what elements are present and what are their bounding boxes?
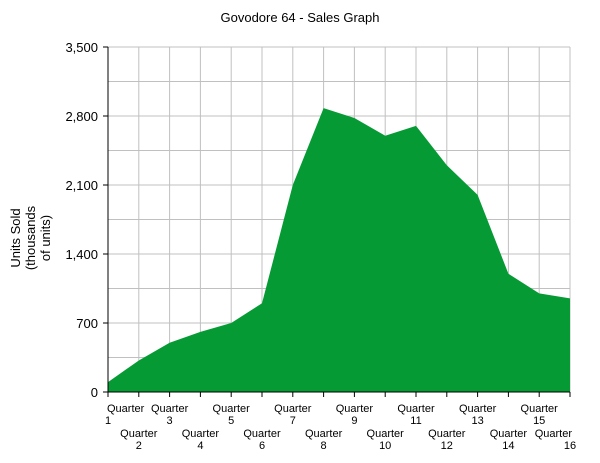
x-tick-label: Quarter 7 — [274, 403, 312, 427]
area-series — [108, 108, 570, 392]
y-tick-label: 1,400 — [65, 247, 98, 262]
x-tick-label: Quarter 9 — [336, 403, 374, 427]
x-tick-label: Quarter 1 — [105, 403, 145, 427]
area-fill — [108, 108, 570, 392]
y-axis-label-line-2: (thousands — [23, 205, 38, 270]
y-axis-label-line-3: of units) — [38, 215, 53, 261]
x-tick-label: Quarter 10 — [367, 428, 405, 452]
axes — [107, 47, 570, 393]
x-tick-label: Quarter 16 — [535, 428, 576, 452]
x-tick-label: Quarter 3 — [151, 403, 189, 427]
x-tick-label: Quarter 8 — [305, 428, 343, 452]
x-tick-label: Quarter 4 — [182, 428, 220, 452]
x-tick-label: Quarter 15 — [521, 403, 559, 427]
x-tick-label: Quarter 2 — [120, 428, 158, 452]
x-tick-label: Quarter 12 — [428, 428, 466, 452]
x-tick-label: Quarter 11 — [397, 403, 435, 427]
x-tick-label: Quarter 5 — [213, 403, 251, 427]
x-tick-label: Quarter 14 — [490, 428, 528, 452]
y-axis-ticks: 0 700 1,400 2,100 2,800 3,500 — [65, 40, 108, 400]
x-tick-label: Quarter 13 — [459, 403, 497, 427]
y-tick-label: 700 — [76, 316, 98, 331]
x-tick-label: Quarter 6 — [243, 428, 281, 452]
y-axis-label-line-1: Units Sold — [8, 208, 23, 267]
y-tick-label: 2,100 — [65, 178, 98, 193]
y-tick-label: 0 — [91, 385, 98, 400]
y-axis-label: Units Sold (thousands of units) — [8, 205, 53, 270]
y-tick-label: 3,500 — [65, 40, 98, 55]
y-tick-label: 2,800 — [65, 109, 98, 124]
chart-title: Govodore 64 - Sales Graph — [221, 10, 380, 25]
